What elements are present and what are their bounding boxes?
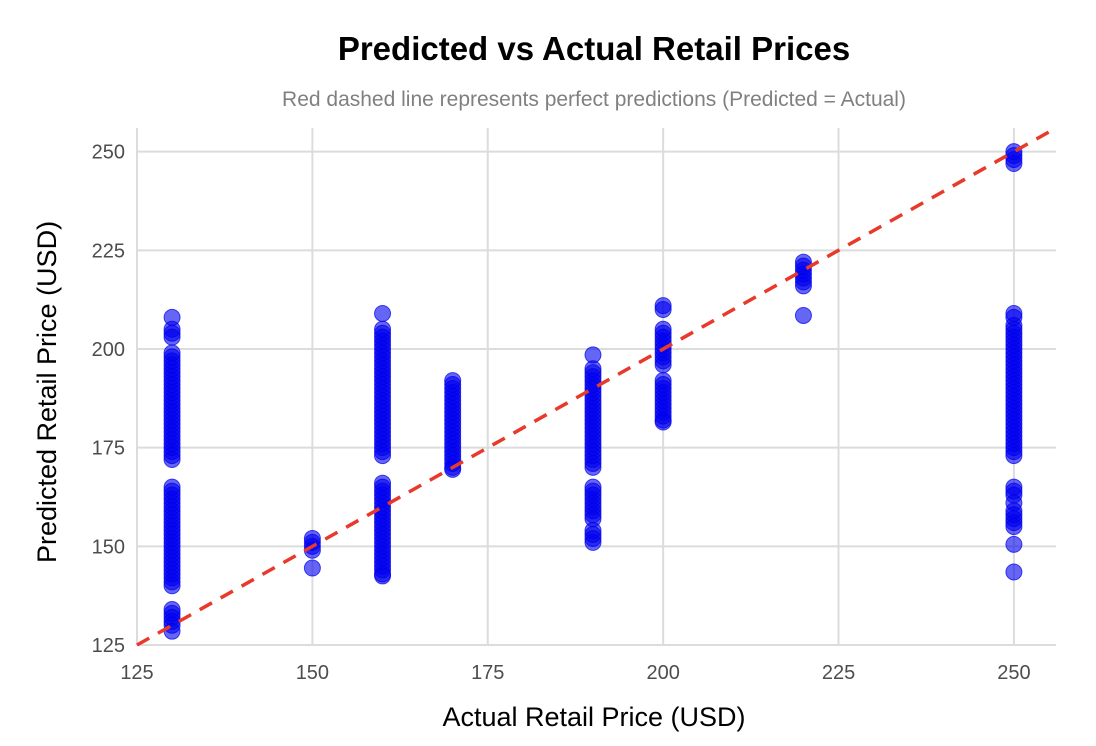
chart-title: Predicted vs Actual Retail Prices bbox=[338, 30, 850, 67]
data-point bbox=[163, 600, 181, 618]
data-point bbox=[654, 297, 672, 315]
data-point bbox=[1005, 304, 1023, 322]
y-axis-ticks: 125 150 175 200 225 250 bbox=[92, 142, 125, 657]
data-point bbox=[374, 320, 392, 338]
y-tick-label: 150 bbox=[92, 536, 125, 558]
data-points bbox=[163, 143, 1023, 640]
y-tick-label: 200 bbox=[92, 339, 125, 361]
data-point bbox=[374, 474, 392, 492]
data-point bbox=[163, 478, 181, 496]
data-point bbox=[584, 346, 602, 364]
data-point bbox=[1005, 535, 1023, 553]
data-point bbox=[1005, 143, 1023, 161]
data-point bbox=[374, 304, 392, 322]
x-tick-label: 125 bbox=[120, 662, 153, 684]
data-point bbox=[303, 529, 321, 547]
data-point bbox=[584, 478, 602, 496]
data-point bbox=[654, 372, 672, 390]
x-tick-label: 200 bbox=[646, 662, 679, 684]
data-point bbox=[1005, 478, 1023, 496]
y-axis-label: Predicted Retail Price (USD) bbox=[32, 221, 62, 563]
y-tick-label: 175 bbox=[92, 438, 125, 460]
x-tick-label: 250 bbox=[997, 662, 1030, 684]
y-tick-label: 225 bbox=[92, 240, 125, 262]
data-point bbox=[1005, 563, 1023, 581]
data-point bbox=[303, 559, 321, 577]
x-axis-ticks: 125 150 175 200 225 250 bbox=[120, 662, 1030, 684]
data-point bbox=[163, 344, 181, 362]
data-point bbox=[163, 308, 181, 326]
x-tick-label: 175 bbox=[471, 662, 504, 684]
data-point bbox=[654, 320, 672, 338]
y-tick-label: 125 bbox=[92, 635, 125, 657]
chart-subtitle: Red dashed line represents perfect predi… bbox=[282, 88, 906, 111]
data-point bbox=[444, 372, 462, 390]
x-tick-label: 150 bbox=[296, 662, 329, 684]
x-axis-label: Actual Retail Price (USD) bbox=[442, 702, 745, 732]
y-tick-label: 250 bbox=[92, 142, 125, 164]
data-point bbox=[794, 306, 812, 324]
x-tick-label: 225 bbox=[822, 662, 855, 684]
perfect-prediction-line bbox=[136, 126, 1057, 647]
